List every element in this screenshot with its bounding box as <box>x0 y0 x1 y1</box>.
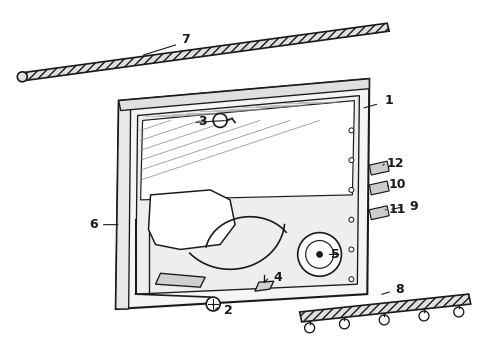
Polygon shape <box>155 273 205 287</box>
Polygon shape <box>21 23 389 81</box>
Circle shape <box>17 72 27 82</box>
Circle shape <box>349 188 354 192</box>
Text: 12: 12 <box>387 157 404 170</box>
Circle shape <box>349 128 354 133</box>
Circle shape <box>317 251 322 257</box>
Circle shape <box>206 297 220 311</box>
Text: 6: 6 <box>90 218 98 231</box>
Circle shape <box>305 323 315 333</box>
Circle shape <box>379 315 389 325</box>
Text: 7: 7 <box>181 33 190 46</box>
Circle shape <box>349 217 354 222</box>
Text: 10: 10 <box>389 179 406 192</box>
Polygon shape <box>300 294 471 322</box>
Polygon shape <box>255 281 274 291</box>
Circle shape <box>349 247 354 252</box>
Polygon shape <box>136 96 359 294</box>
Text: 11: 11 <box>389 203 406 216</box>
Circle shape <box>213 113 227 127</box>
Polygon shape <box>148 190 235 249</box>
Polygon shape <box>369 181 389 195</box>
Text: 3: 3 <box>198 115 207 128</box>
Circle shape <box>349 277 354 282</box>
Circle shape <box>298 233 342 276</box>
Circle shape <box>306 240 334 268</box>
Text: 9: 9 <box>410 200 418 213</box>
Polygon shape <box>369 161 389 175</box>
Polygon shape <box>116 79 369 309</box>
Circle shape <box>349 158 354 163</box>
Polygon shape <box>116 100 131 309</box>
Text: 5: 5 <box>331 248 340 261</box>
Text: 2: 2 <box>224 305 232 318</box>
Polygon shape <box>141 100 354 200</box>
Polygon shape <box>119 79 369 111</box>
Circle shape <box>454 307 464 317</box>
Text: 8: 8 <box>395 283 403 296</box>
Polygon shape <box>369 206 389 220</box>
Text: 1: 1 <box>385 94 393 107</box>
Text: 4: 4 <box>273 271 282 284</box>
Circle shape <box>340 319 349 329</box>
Circle shape <box>419 311 429 321</box>
